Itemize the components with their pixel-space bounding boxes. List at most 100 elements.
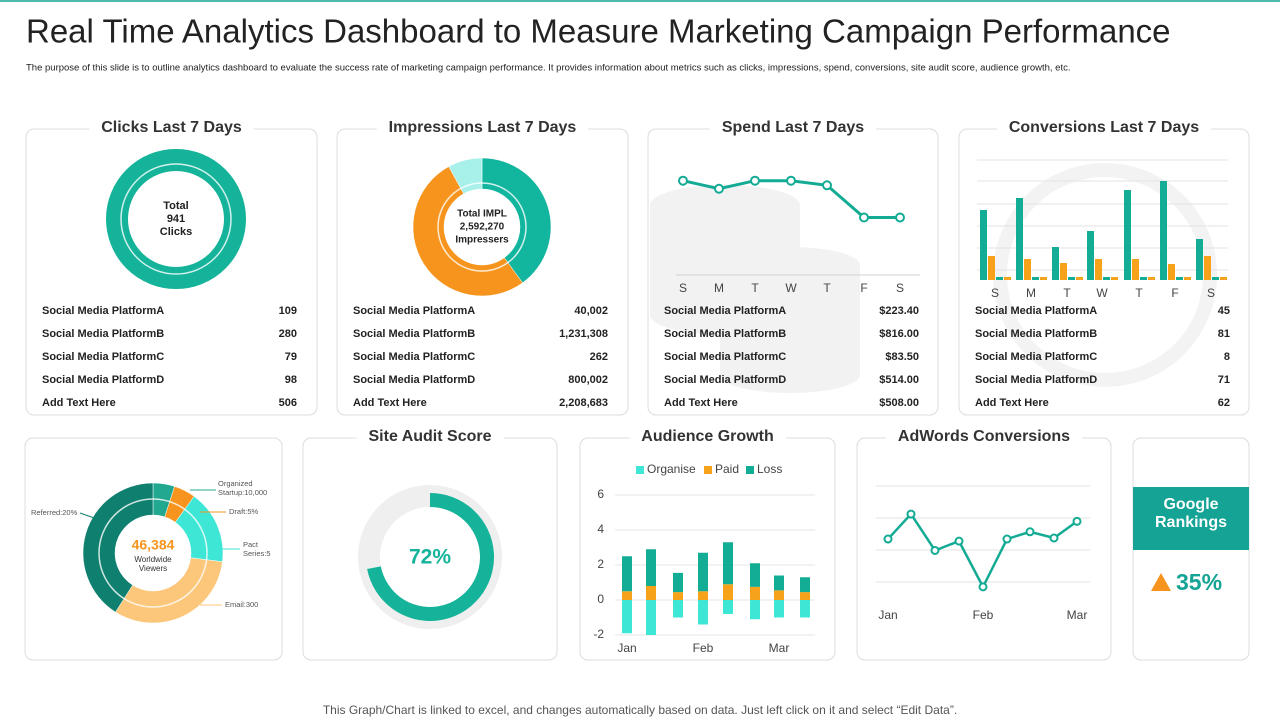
chart-title: Audience Growth [641, 428, 773, 445]
x-tick-label: Mar [769, 641, 790, 655]
up-arrow [1151, 573, 1171, 591]
y-tick-label: 4 [597, 522, 604, 536]
bar-segment [698, 591, 708, 600]
bar [1103, 277, 1110, 280]
donut-segment [448, 157, 483, 195]
chart-title: Spend Last 7 Days [722, 119, 864, 136]
bar-segment [646, 549, 656, 586]
row-value: 45 [1218, 305, 1230, 317]
x-tick-label: S [896, 281, 904, 295]
row-label: Social Media PlatformC [353, 351, 475, 363]
center-label: Viewers [139, 564, 167, 573]
footer-note: This Graph/Chart is linked to excel, and… [323, 703, 957, 717]
bar-segment [774, 575, 784, 591]
y-tick-label: 0 [597, 592, 604, 606]
x-tick-label: M [1026, 286, 1036, 300]
chart-title: Site Audit Score [369, 428, 492, 445]
y-tick-label: 6 [597, 487, 604, 501]
row-value: 81 [1218, 328, 1230, 340]
marker [1072, 516, 1082, 526]
background-icon [993, 163, 1217, 387]
bar-segment [800, 577, 810, 593]
marker [678, 175, 688, 186]
bar [980, 210, 987, 280]
panel [856, 437, 1112, 661]
donut-segment [82, 482, 154, 613]
title-backdrop [709, 119, 877, 137]
segment-label: Draft:5% [229, 507, 259, 516]
inner-ring [120, 163, 232, 275]
x-tick-label: S [1207, 286, 1215, 300]
legend-label: Paid [715, 462, 739, 476]
bar [1204, 256, 1211, 280]
row-value: 280 [279, 328, 297, 340]
bar [988, 256, 995, 280]
row-label: Social Media PlatformD [42, 374, 164, 386]
y-tick-label: 2 [597, 557, 604, 571]
marker [930, 545, 940, 555]
center-label: Worldwide [134, 555, 172, 564]
page-title: Real Time Analytics Dashboard to Measure… [26, 13, 1171, 50]
row-label: Social Media PlatformD [975, 374, 1097, 386]
bar [1087, 231, 1094, 280]
bar [1024, 259, 1031, 280]
marker [1002, 534, 1012, 544]
title-backdrop [89, 119, 254, 137]
bar [1148, 277, 1155, 280]
bar [1068, 277, 1075, 280]
row-label: Social Media PlatformC [664, 351, 786, 363]
marker [786, 175, 796, 186]
kpi-banner [1133, 487, 1249, 550]
donut-segment [412, 166, 523, 297]
bar-segment [673, 572, 683, 593]
bar-segment [698, 600, 708, 625]
chart-title: Conversions Last 7 Days [1009, 119, 1199, 136]
row-value: 71 [1218, 374, 1230, 386]
bar-segment [673, 600, 683, 618]
segment-label: Startup:10,000 [218, 488, 267, 497]
row-label: Social Media PlatformD [353, 374, 475, 386]
row-label: Social Media PlatformC [975, 351, 1097, 363]
row-label: Social Media PlatformB [664, 328, 786, 340]
row-label: Add Text Here [353, 397, 427, 409]
bar [1140, 277, 1147, 280]
segment-label: Referred:20% [31, 508, 78, 517]
chart-title: Impressions Last 7 Days [389, 119, 577, 136]
row-value: 800,002 [568, 374, 608, 386]
kpi-value: 35% [1176, 569, 1222, 595]
title-backdrop [356, 428, 504, 446]
row-label: Add Text Here [975, 397, 1049, 409]
gauge-label: 72% [409, 546, 451, 569]
row-label: Add Text Here [42, 397, 116, 409]
bar-segment [723, 600, 733, 614]
segment-label: Organized [218, 479, 253, 488]
title-backdrop [996, 119, 1212, 137]
bar [1220, 277, 1227, 280]
bar [1095, 259, 1102, 280]
row-label: Social Media PlatformA [353, 305, 475, 317]
bar [1016, 198, 1023, 280]
bar [996, 277, 1003, 280]
marker [822, 180, 832, 191]
legend-label: Loss [757, 462, 782, 476]
bar-segment [646, 586, 656, 600]
marker [954, 536, 964, 546]
x-tick-label: W [785, 281, 797, 295]
bar [1160, 181, 1167, 280]
marker [1049, 533, 1059, 543]
marker [883, 534, 893, 544]
bar [1196, 239, 1203, 280]
x-tick-label: Jan [617, 641, 636, 655]
row-value: 2,208,683 [559, 397, 608, 409]
bar [1032, 277, 1039, 280]
x-tick-label: T [1063, 286, 1071, 300]
bar-segment [800, 592, 810, 600]
center-label: 46,384 [132, 537, 175, 553]
row-value: $816.00 [879, 328, 919, 340]
inner-ring [437, 182, 527, 272]
donut-segment [481, 157, 552, 284]
row-label: Social Media PlatformA [975, 305, 1097, 317]
x-tick-label: F [1171, 286, 1178, 300]
row-value: $83.50 [885, 351, 919, 363]
